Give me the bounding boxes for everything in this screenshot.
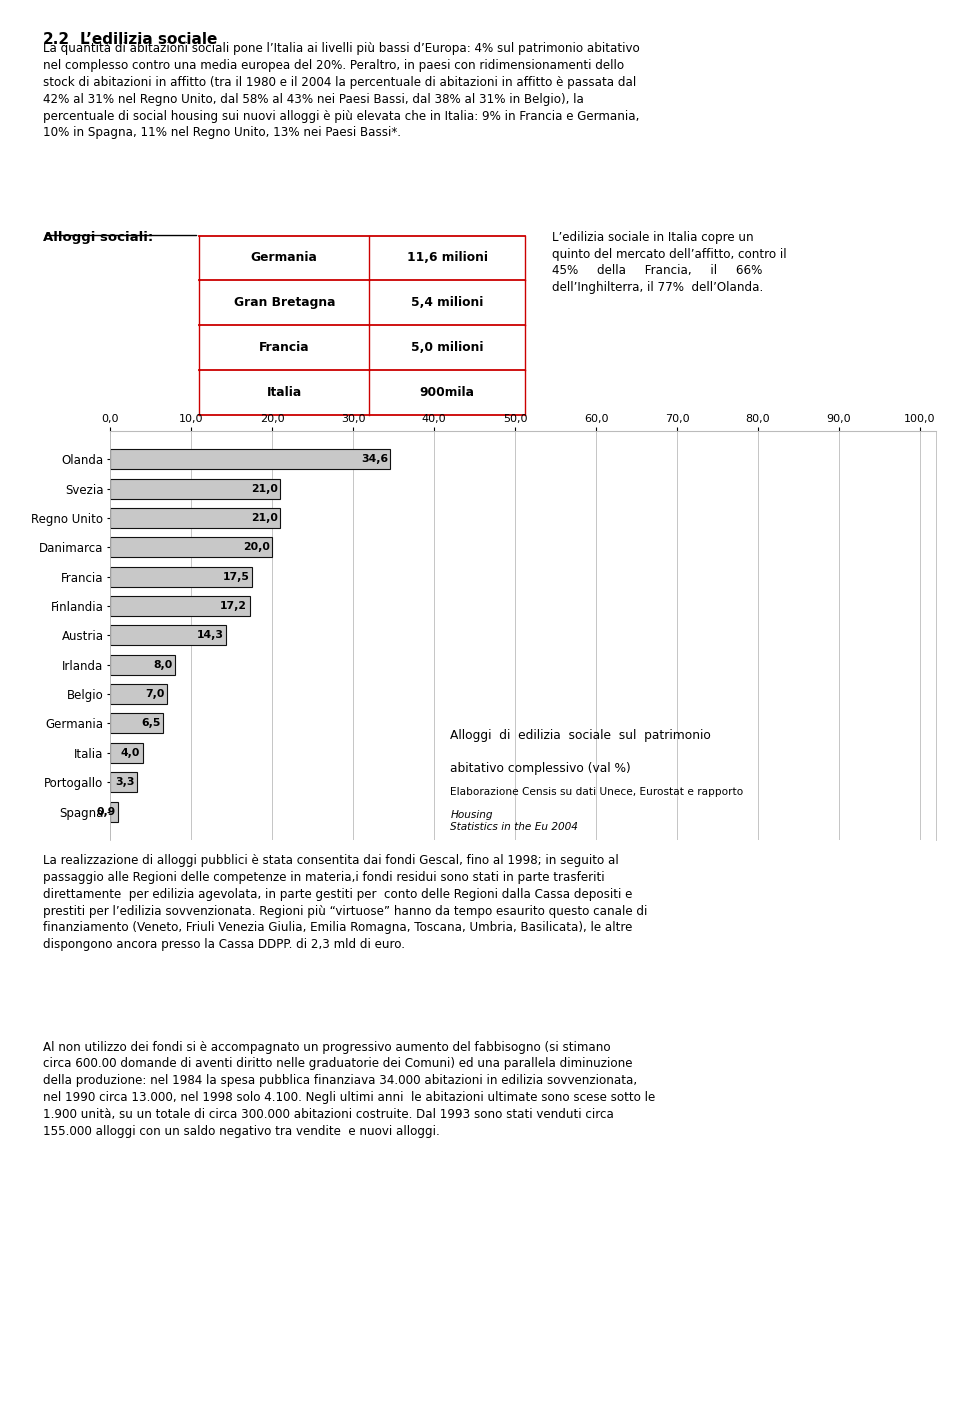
Text: 8,0: 8,0 [154,659,173,669]
Text: 0,9: 0,9 [96,806,115,816]
Text: 21,0: 21,0 [252,484,278,494]
Text: 20,0: 20,0 [243,542,270,552]
Bar [110,685,167,705]
Bar [110,566,252,586]
Text: Elaborazione Censis su dati Unece, Eurostat e rapporto: Elaborazione Censis su dati Unece, Euros… [450,786,747,796]
Bar [110,802,118,822]
Text: 5,0 milioni: 5,0 milioni [411,342,484,354]
Bar [110,713,163,733]
Bar [110,596,250,616]
Text: Italia: Italia [267,387,301,400]
Bar [110,449,391,469]
Text: Alloggi  di  edilizia  sociale  sul  patrimonio: Alloggi di edilizia sociale sul patrimon… [450,730,711,743]
Bar [110,538,273,558]
Bar [110,743,143,762]
Bar [110,479,280,498]
Text: 6,5: 6,5 [141,719,160,729]
Text: abitativo complessivo (val %): abitativo complessivo (val %) [450,761,631,775]
Text: 34,6: 34,6 [361,455,388,465]
Text: Gran Bretagna: Gran Bretagna [233,297,335,309]
Bar [110,508,280,528]
Bar [110,626,227,645]
Text: 7,0: 7,0 [145,689,164,699]
Bar [110,655,175,675]
Text: L’edilizia sociale: L’edilizia sociale [80,32,217,48]
Text: 17,5: 17,5 [223,572,250,582]
Text: Housing
Statistics in the Eu 2004: Housing Statistics in the Eu 2004 [450,810,578,832]
Text: Alloggi sociali:: Alloggi sociali: [43,232,154,244]
Text: 2.2: 2.2 [43,32,70,48]
Text: Francia: Francia [259,342,309,354]
Text: 4,0: 4,0 [121,748,140,758]
Bar [110,772,137,792]
Text: 21,0: 21,0 [252,513,278,522]
Text: L’edilizia sociale in Italia copre un
quinto del mercato dell’affitto, contro il: L’edilizia sociale in Italia copre un qu… [552,232,787,294]
Text: 14,3: 14,3 [197,630,224,641]
Text: La quantità di abitazioni sociali pone l’Italia ai livelli più bassi d’Europa: 4: La quantità di abitazioni sociali pone l… [43,42,640,140]
Text: 3,3: 3,3 [115,777,134,786]
Text: Al non utilizzo dei fondi si è accompagnato un progressivo aumento del fabbisogn: Al non utilizzo dei fondi si è accompagn… [43,1041,656,1138]
Text: 17,2: 17,2 [220,602,247,611]
Text: Germania: Germania [251,251,318,264]
Text: La realizzazione di alloggi pubblici è stata consentita dai fondi Gescal, fino a: La realizzazione di alloggi pubblici è s… [43,854,648,952]
Text: 11,6 milioni: 11,6 milioni [407,251,488,264]
Text: 5,4 milioni: 5,4 milioni [411,297,484,309]
Text: 900mila: 900mila [420,387,474,400]
